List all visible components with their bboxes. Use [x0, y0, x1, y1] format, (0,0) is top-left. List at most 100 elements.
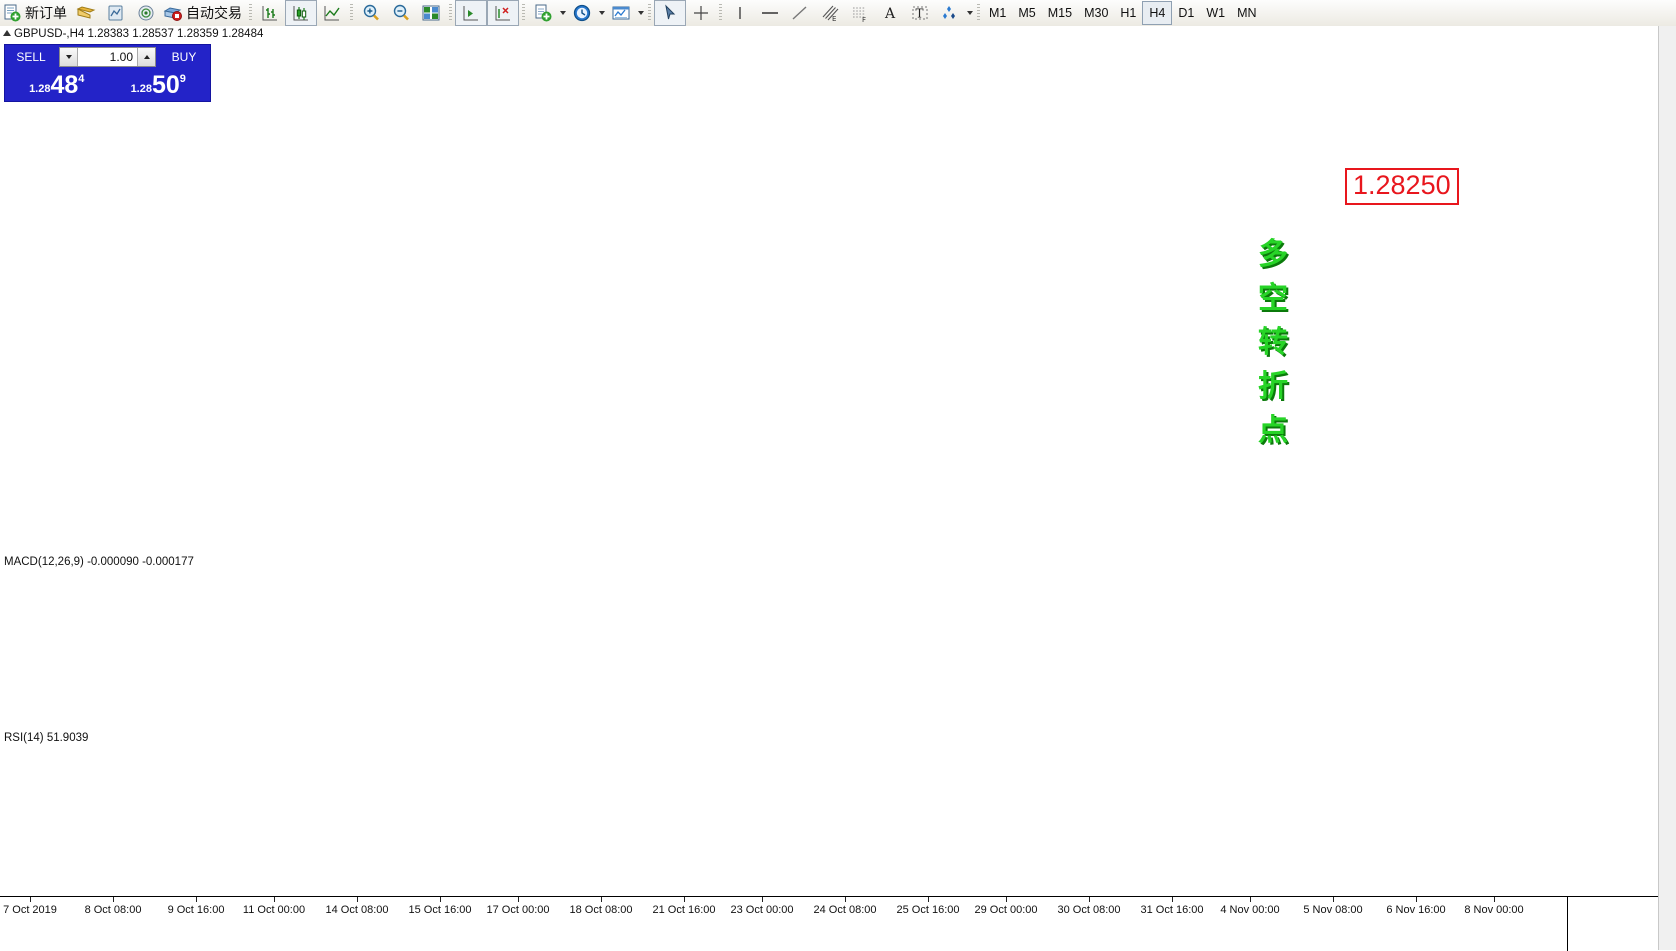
new-order-button[interactable]: 新订单 [0, 1, 71, 25]
time-tick-mark [440, 897, 441, 902]
vertical-scrollbar[interactable] [1658, 26, 1676, 950]
profiles-button[interactable] [101, 1, 131, 25]
templates-button[interactable] [606, 1, 636, 25]
time-tick-label: 7 Oct 2019 [3, 904, 57, 916]
time-tick-mark [274, 897, 275, 902]
bar-chart-icon [262, 6, 277, 21]
zoom-in-button[interactable] [356, 1, 386, 25]
horizontal-line-icon [762, 12, 778, 14]
toolbar-separator [645, 3, 654, 23]
autotrading-label: 自动交易 [186, 6, 242, 22]
candlestick-chart-button[interactable] [285, 0, 317, 26]
time-tick-mark [518, 897, 519, 902]
timeframe-m15[interactable]: M15 [1047, 6, 1073, 20]
shapes-button[interactable] [935, 1, 965, 25]
buy-button[interactable]: BUY [171, 50, 197, 64]
vertical-line-button[interactable] [725, 1, 755, 25]
buy-price[interactable]: 1.28 50 9 [108, 69, 208, 99]
templates-icon [612, 6, 630, 20]
time-tick-mark [1006, 897, 1007, 902]
time-tick-label: 23 Oct 00:00 [730, 904, 794, 916]
svg-text:T: T [916, 7, 924, 21]
period-dropdown-arrow[interactable] [597, 2, 606, 24]
profiles-icon [108, 5, 123, 21]
macd-indicator-label: MACD(12,26,9) -0.000090 -0.000177 [4, 556, 194, 568]
time-tick-mark [113, 897, 114, 902]
collapse-triangle-icon[interactable] [3, 30, 11, 36]
crosshair-button[interactable] [686, 1, 716, 25]
chinese-annotation[interactable]: 多空转折点 [1258, 237, 1290, 448]
equidistant-channel-icon: E [822, 5, 839, 23]
shift-end-button[interactable] [455, 0, 487, 26]
timeframe-h4[interactable]: H4 [1142, 1, 1173, 25]
fibonacci-button[interactable]: F [845, 1, 875, 25]
zoom-out-button[interactable] [386, 1, 416, 25]
bar-chart-button[interactable] [255, 1, 285, 25]
text-icon: T [912, 6, 928, 21]
autotrading-button[interactable]: 自动交易 [161, 1, 246, 25]
text-label-icon: A [884, 6, 896, 22]
sell-button[interactable]: SELL [16, 50, 46, 64]
time-tick-label: 11 Oct 00:00 [242, 904, 306, 916]
indicators-button[interactable] [528, 1, 558, 25]
folder-button[interactable] [71, 1, 101, 25]
timeframe-d1[interactable]: D1 [1178, 6, 1195, 20]
time-axis[interactable]: 7 Oct 2019 8 Oct 08:00 9 Oct 16:00 11 Oct 0… [0, 896, 1567, 951]
time-tick-mark [1172, 897, 1173, 902]
timeframe-w1[interactable]: W1 [1206, 6, 1226, 20]
timeframe-m1[interactable]: M1 [989, 6, 1007, 20]
time-tick-mark [601, 897, 602, 902]
period-button[interactable] [567, 1, 597, 25]
timeframe-h1[interactable]: H1 [1120, 6, 1137, 20]
time-tick-label: 24 Oct 08:00 [813, 904, 877, 916]
trendline-button[interactable] [785, 1, 815, 25]
volume-stepper[interactable]: 1.00 [59, 47, 156, 67]
sell-price[interactable]: 1.28 48 4 [7, 69, 107, 99]
time-tick-label: 30 Oct 08:00 [1057, 904, 1121, 916]
tile-windows-button[interactable] [416, 1, 446, 25]
line-chart-icon [324, 6, 340, 21]
horizontal-line-button[interactable] [755, 1, 785, 25]
time-tick-mark [845, 897, 846, 902]
volume-value[interactable]: 1.00 [109, 50, 133, 64]
symbol-ohlc: 1.28383 1.28537 1.28359 1.28484 [87, 28, 264, 40]
timeframe-m5[interactable]: M5 [1018, 6, 1036, 20]
svg-text:E: E [832, 15, 836, 23]
time-tick-mark [684, 897, 685, 902]
one-click-trading-panel[interactable]: SELL 1.00 BUY 1.28 48 4 1.28 50 9 [4, 44, 211, 102]
cursor-button[interactable] [654, 0, 686, 26]
toolbar-separator [716, 3, 725, 23]
time-tick-label: 4 Nov 00:00 [1220, 904, 1280, 916]
equidistant-channel-button[interactable]: E [815, 1, 845, 25]
chart-area[interactable]: GBPUSD-,H4 1.28383 1.28537 1.28359 1.284… [0, 26, 1676, 951]
network-button[interactable] [131, 1, 161, 25]
autotrading-icon [163, 7, 182, 21]
time-tick-mark [196, 897, 197, 902]
timeframe-mn[interactable]: MN [1237, 6, 1257, 20]
text-box-button[interactable]: T [905, 1, 935, 25]
svg-text:A: A [884, 6, 896, 22]
time-tick-mark [1416, 897, 1417, 902]
templates-dropdown-arrow[interactable] [636, 2, 645, 24]
time-tick-label: 25 Oct 16:00 [896, 904, 960, 916]
vertical-line-icon [739, 7, 741, 19]
indicators-dropdown-arrow[interactable] [558, 2, 567, 24]
timeframe-m30[interactable]: M30 [1084, 6, 1109, 20]
time-tick-mark [357, 897, 358, 902]
indicators-icon [535, 4, 552, 22]
shapes-dropdown-arrow[interactable] [965, 2, 974, 24]
price-annotation-box[interactable]: 1.28250 [1345, 168, 1459, 205]
time-tick-label: 31 Oct 16:00 [1140, 904, 1204, 916]
volume-increase-button[interactable] [137, 48, 155, 66]
shift-end-icon [463, 6, 478, 21]
auto-scroll-icon [495, 6, 510, 21]
time-tick-mark [1250, 897, 1251, 902]
text-label-button[interactable]: A [875, 1, 905, 25]
toolbar-separator [246, 3, 255, 23]
auto-scroll-button[interactable] [487, 0, 519, 26]
buy-price-sup: 9 [179, 73, 186, 85]
line-chart-button[interactable] [317, 1, 347, 25]
time-tick-label: 5 Nov 08:00 [1303, 904, 1363, 916]
toolbar-separator [446, 3, 455, 23]
volume-decrease-button[interactable] [60, 48, 78, 66]
